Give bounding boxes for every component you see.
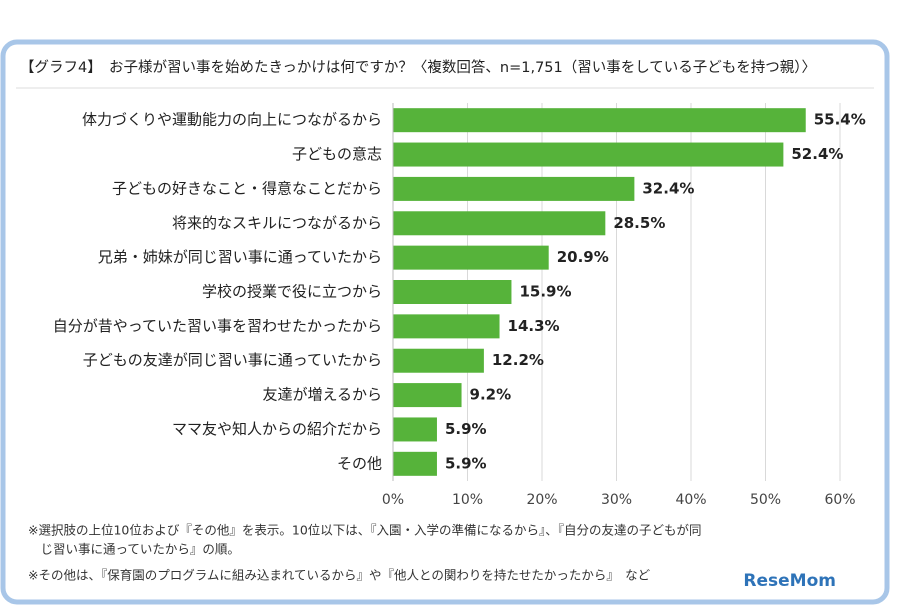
value-label: 5.9% [445, 454, 487, 472]
watermark: ReseMom [743, 571, 836, 591]
x-tick-label: 0% [382, 492, 404, 508]
y-tick-label: 自分が昔やっていた習い事を習わせたかったから [53, 317, 382, 335]
bar [393, 211, 606, 236]
bar [393, 108, 806, 133]
y-tick-label: 将来的なスキルにつながるから [172, 214, 382, 232]
y-tick-label: ママ友や知人からの紹介だから [172, 420, 382, 438]
footnote: ※その他は、『保育園のプログラムに組み込まれているから』や『他人との関わりを持た… [28, 568, 651, 583]
value-label: 20.9% [557, 248, 609, 266]
value-label: 52.4% [791, 145, 843, 163]
bar [393, 314, 500, 339]
x-tick-label: 40% [675, 492, 706, 508]
bar [393, 142, 784, 167]
bar [393, 383, 462, 408]
y-tick-label: 学校の授業で役に立つから [202, 283, 382, 301]
y-tick-label: 子どもの友達が同じ習い事に通っていたから [83, 351, 382, 369]
y-tick-label: 子どもの好きなこと・得意なことだから [112, 179, 382, 197]
chart-title: 【グラフ4】 お子様が習い事を始めたきっかけは何ですか？〈複数回答、n=1,75… [20, 59, 816, 76]
bar [393, 417, 437, 442]
bar [393, 280, 512, 304]
y-tick-label: 友達が増えるから [262, 386, 382, 404]
value-label: 5.9% [445, 420, 487, 438]
value-label: 14.3% [508, 317, 560, 335]
bar [393, 348, 484, 373]
value-label: 55.4% [814, 111, 866, 129]
bar [393, 451, 437, 476]
x-tick-label: 50% [750, 492, 781, 508]
value-label: 28.5% [613, 214, 665, 232]
value-label: 9.2% [470, 386, 512, 404]
footnote: じ習い事に通っていたから』の順。 [28, 542, 240, 557]
value-label: 32.4% [642, 179, 694, 197]
value-label: 12.2% [492, 351, 544, 369]
y-tick-label: 体力づくりや運動能力の向上につながるから [82, 111, 382, 129]
y-tick-label: 子どもの意志 [292, 145, 382, 163]
x-tick-label: 60% [824, 492, 855, 508]
bar [393, 245, 549, 270]
y-tick-label: その他 [337, 454, 382, 472]
footnote: ※選択肢の上位10位および『その他』を表示。10位以下は、『入園・入学の準備にな… [28, 523, 702, 538]
x-tick-label: 30% [601, 492, 632, 508]
y-tick-label: 兄弟・姉妹が同じ習い事に通っていたから [98, 248, 382, 266]
x-tick-label: 10% [452, 492, 483, 508]
value-label: 15.9% [519, 283, 571, 301]
x-tick-label: 20% [526, 492, 557, 508]
bar [393, 176, 635, 201]
